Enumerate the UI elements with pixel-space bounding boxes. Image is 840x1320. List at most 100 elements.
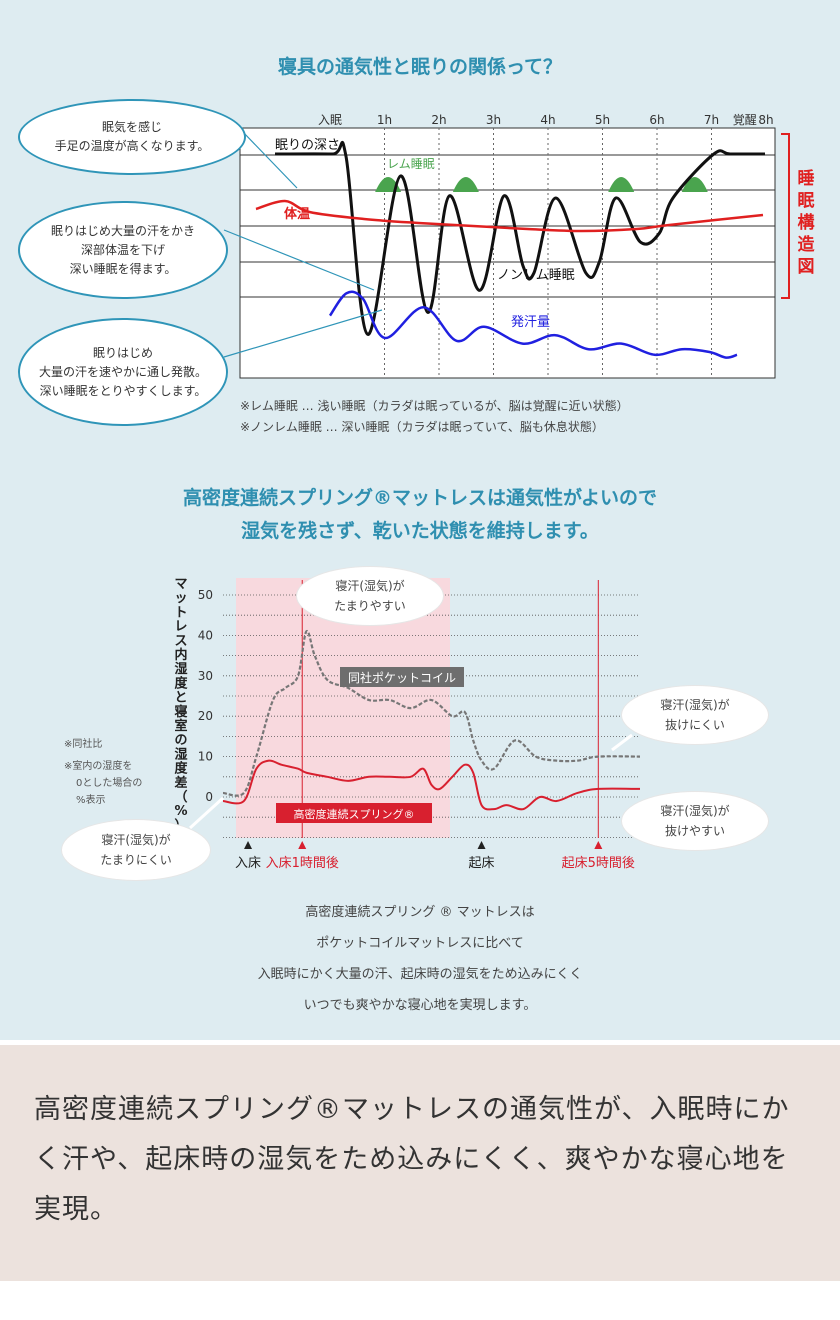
- x-tick-label: 3h: [486, 113, 501, 127]
- event-label-0: 入床: [235, 856, 261, 871]
- event-marker-2: [477, 841, 486, 849]
- description-line4: いつでも爽やかな寝心地を実現します。: [303, 998, 537, 1013]
- y-tick-label: 10: [198, 750, 213, 764]
- y-axis-label-char: マ: [174, 577, 187, 592]
- y-axis-label-char: ス: [174, 634, 187, 649]
- bubble-pocket-wet-line1: 寝汗(湿気)が: [335, 579, 405, 593]
- bubble-deep-sleep-line2: 深部体温を下げ: [80, 242, 165, 257]
- side-note-3: 0とした場合の: [76, 778, 143, 789]
- bracket: [781, 133, 790, 299]
- bubble-spring-low-wet: 寝汗(湿気)が たまりにくい: [62, 820, 210, 880]
- y-axis-label-char: （: [174, 789, 187, 805]
- pointer-line-1: [241, 130, 298, 189]
- y-tick-label: 30: [198, 669, 213, 683]
- rem-peak-2: [608, 177, 635, 192]
- event-marker-0: [244, 841, 253, 849]
- bubble-pocket-hard-dry-line2: 抜けにくい: [665, 718, 725, 732]
- y-axis-label-char: レ: [174, 620, 187, 635]
- section2-title-line2: 湿気を残さず、乾いた状態を維持します。: [241, 520, 599, 542]
- x-tick-label: 5h: [595, 113, 610, 127]
- pointer-line-2: [223, 229, 375, 291]
- y-axis-label-char: 湿: [174, 662, 187, 677]
- sleep-structure-chart: 入眠 1h 2h 3h 4h 5h 6h 7h 覚醒 8h 眠りの深さレム睡眠体温ノンレム睡眠発汗量…: [223, 113, 816, 379]
- bubble-spring-low-wet-line2: たまりにくい: [100, 853, 172, 867]
- bracket-label-char: 眠: [798, 191, 815, 211]
- event-marker-1: [298, 841, 307, 849]
- label-rem: レム睡眠: [387, 157, 435, 171]
- series-spring-line: [222, 759, 641, 811]
- description-line2: ポケットコイルマットレスに比べて: [316, 936, 524, 951]
- bubble-deep-sleep-line1: 眠りはじめ大量の汗をかき: [50, 223, 195, 238]
- bubble-deep-sleep-line3: 深い睡眠を得ます。: [69, 261, 177, 276]
- pointer-tail-2: [188, 796, 225, 830]
- bracket-label-char: 睡: [798, 168, 815, 189]
- y-axis-label-char: 度: [174, 675, 188, 691]
- plot-area: [239, 127, 776, 379]
- x-tick-label: 7h: [704, 113, 719, 127]
- series-sweat-line: [328, 290, 738, 359]
- label-nonrem: ノンレム睡眠: [497, 268, 575, 283]
- legend-spring-box: [276, 803, 432, 823]
- y-axis-label-char: 内: [174, 647, 187, 663]
- humidity-chart: 50403020100マットレス内湿度と寝室の湿度差（%）入床入床1時間後起床起…: [174, 577, 641, 871]
- x-tick-label: 2h: [431, 113, 446, 127]
- description-line1: 高密度連続スプリング ® マットレスは: [305, 905, 535, 920]
- bubble-drowsy-line1: 眠気を感じ: [101, 120, 162, 134]
- note-nonrem: ※ノンレム睡眠 … 深い睡眠（カラダは眠っていて、脳も休息状態）: [240, 420, 604, 434]
- bubble-spring-easy-dry-line2: 抜けやすい: [664, 824, 725, 838]
- bubble-spring-easy-dry-line1: 寝汗(湿気)が: [660, 804, 730, 818]
- event-label-2: 起床: [469, 856, 495, 871]
- bubble-spring-low-wet-line1: 寝汗(湿気)が: [101, 833, 171, 847]
- bubble-sweat-line1: 眠りはじめ: [92, 345, 153, 360]
- side-note-4: %表示: [76, 795, 106, 806]
- note-rem: ※レム睡眠 … 浅い睡眠（カラダは眠っているが、脳は覚醒に近い状態）: [240, 399, 629, 413]
- bubble-drowsy-line2: 手足の温度が高くなります。: [54, 139, 210, 153]
- event-label-1: 入床1時間後: [266, 856, 339, 871]
- label-temp: 体温: [284, 206, 310, 222]
- series-pocket-line: [222, 630, 641, 797]
- pointer-tail-1: [611, 733, 633, 752]
- footer-panel: 高密度連続スプリング®マットレスの通気性が、入眠時にかく汗や、起床時の湿気をため…: [0, 1045, 840, 1281]
- y-axis-label-char: の: [174, 733, 187, 748]
- y-tick-label: 40: [198, 628, 213, 642]
- bracket-label-char: 図: [798, 257, 815, 277]
- bubble-deep-sleep: 眠りはじめ大量の汗をかき 深部体温を下げ 深い睡眠を得ます。: [18, 201, 228, 299]
- legend-pocket-label: 同社ポケットコイル: [348, 670, 456, 685]
- x-tick-label: 入眠: [318, 113, 342, 127]
- y-axis-label-char: 差: [174, 775, 187, 791]
- section2-title-line1: 高密度連続スプリング®マットレスは通気性がよいので: [182, 487, 658, 509]
- legend-pocket-box: [340, 667, 464, 687]
- label-depth: 眠りの深さ: [275, 138, 340, 153]
- y-tick-label: 50: [198, 588, 213, 602]
- footer-text: 高密度連続スプリング®マットレスの通気性が、入眠時にかく汗や、起床時の湿気をため…: [34, 1094, 790, 1225]
- x-tick-label: 4h: [540, 113, 555, 127]
- x-tick-label: 1h: [377, 113, 392, 127]
- y-axis-label-char: ト: [174, 605, 187, 620]
- label-sweat: 発汗量: [511, 315, 550, 330]
- bubble-pocket-wet-line2: たまりやすい: [334, 599, 406, 613]
- bracket-label-char: 造: [798, 235, 816, 255]
- event-label-3: 起床5時間後: [562, 856, 635, 871]
- bubble-sweat-line2: 大量の汗を速やかに通し発散。: [38, 364, 207, 379]
- y-tick-label: 20: [198, 709, 213, 723]
- x-tick-label: 覚醒: [733, 113, 757, 127]
- y-axis-label-char: と: [174, 691, 187, 706]
- bubble-pocket-hard-dry-line1: 寝汗(湿気)が: [660, 698, 730, 712]
- y-tick-label: 0: [205, 790, 213, 804]
- bubble-sweat: 眠りはじめ 大量の汗を速やかに通し発散。 深い睡眠をとりやすくします。: [18, 318, 228, 426]
- y-axis-label-char: 度: [174, 761, 188, 777]
- event-marker-3: [594, 841, 603, 849]
- y-axis-label-char: 湿: [174, 747, 187, 762]
- side-note-2: ※室内の湿度を: [64, 761, 133, 772]
- y-axis-label-char: ッ: [174, 591, 187, 606]
- pointer-line-3: [223, 309, 383, 358]
- series-temp-line: [255, 199, 764, 233]
- section1-title: 寝具の通気性と眠りの関係って？: [277, 56, 563, 78]
- bubble-pocket-wet: 寝汗(湿気)が たまりやすい: [297, 567, 443, 625]
- bracket-label-char: 構: [798, 212, 815, 233]
- side-note-1: ※同社比: [64, 739, 103, 750]
- bubble-pocket-hard-dry: 寝汗(湿気)が 抜けにくい: [622, 686, 768, 744]
- bubble-drowsy: 眠気を感じ 手足の温度が高くなります。: [18, 99, 246, 175]
- x-tick-label: 6h: [649, 113, 664, 127]
- rem-peak-1: [452, 177, 479, 192]
